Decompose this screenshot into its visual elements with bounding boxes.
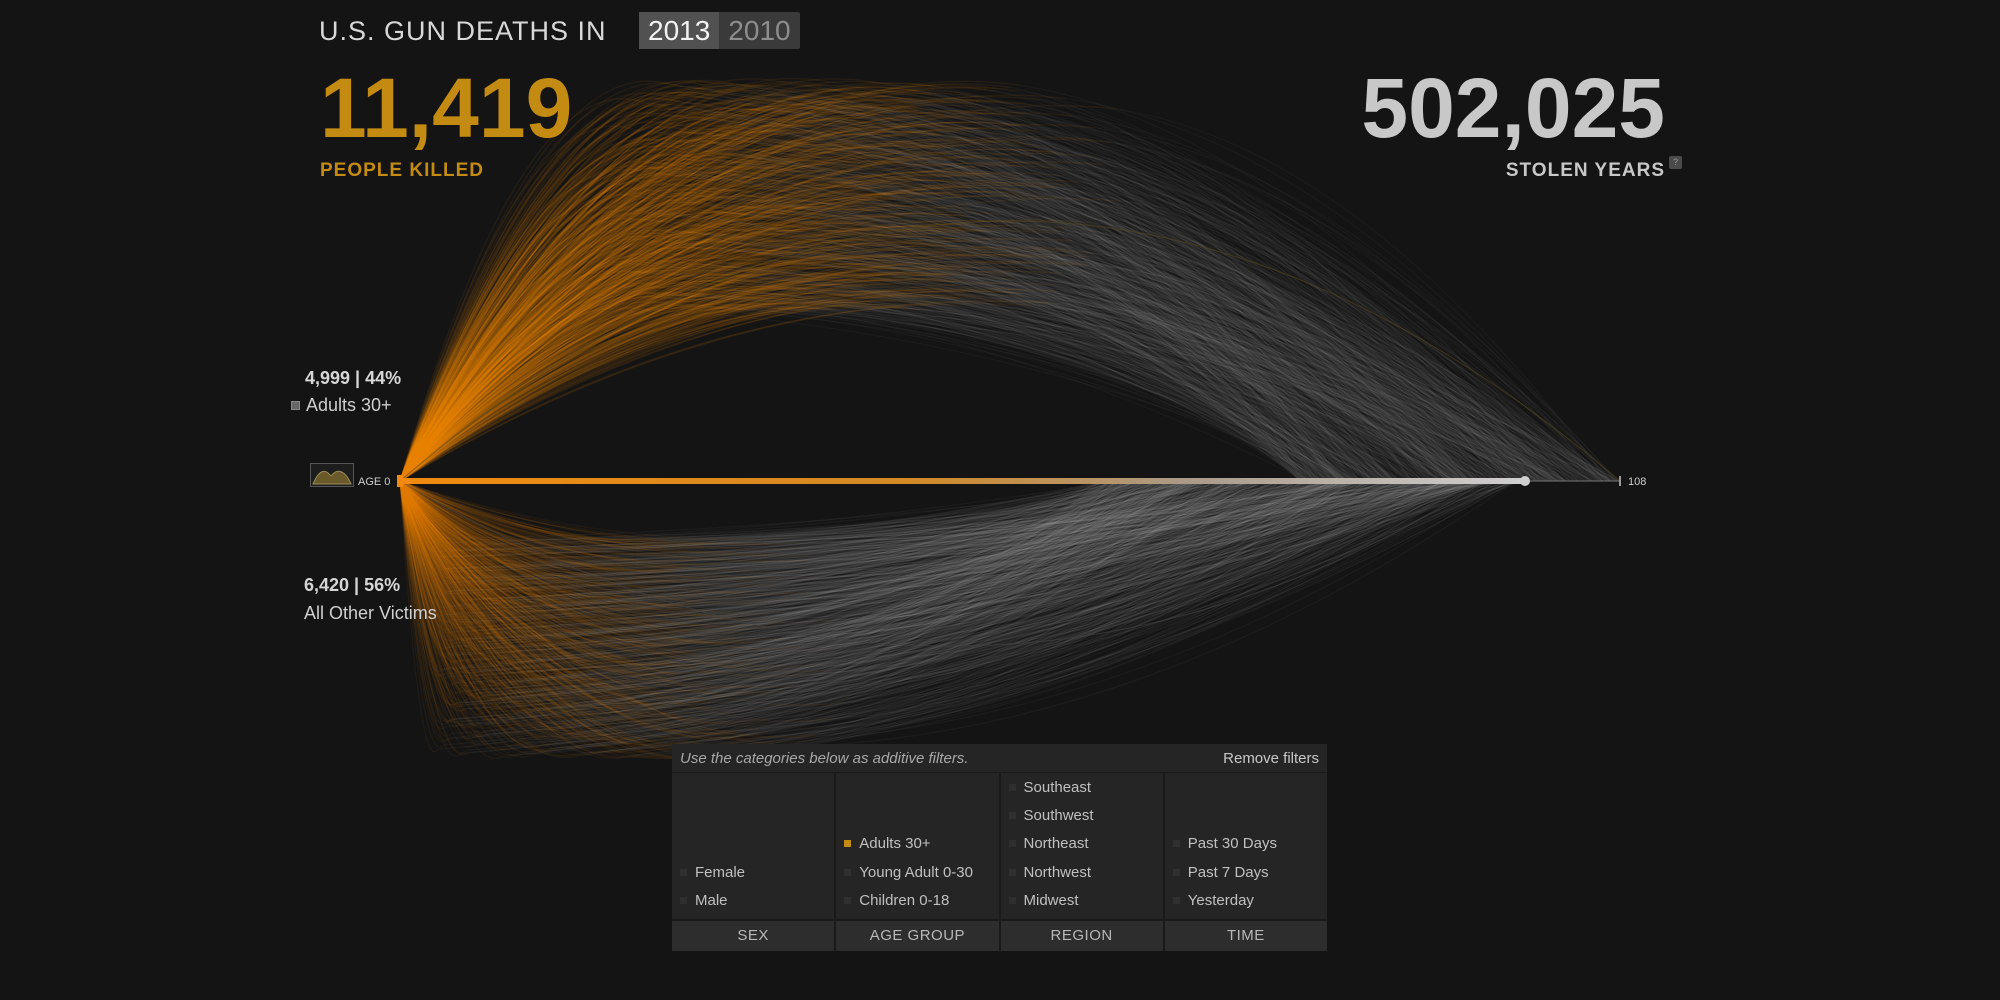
filter-option-adults-30-[interactable]: Adults 30+ [836, 830, 998, 859]
year-toggle: 2013 2010 [639, 12, 800, 49]
filter-checkbox-icon [1008, 868, 1016, 876]
remove-filters-button[interactable]: Remove filters [1223, 749, 1319, 767]
filter-column-header[interactable]: TIME [1164, 921, 1327, 951]
filter-option-northwest[interactable]: Northwest [1001, 858, 1163, 886]
stolen-years-count: 502,025 [1361, 61, 1665, 155]
title-row: U.S. GUN DEATHS IN [319, 12, 607, 50]
filter-checkbox-icon [680, 897, 687, 905]
filter-option-southeast[interactable]: Southeast [1001, 773, 1163, 801]
top-group-marker[interactable] [291, 401, 300, 410]
filter-column-header[interactable]: AGE GROUP [836, 921, 1001, 951]
people-killed-count: 11,419 [320, 61, 573, 155]
filter-panel: Use the categories below as additive fil… [672, 744, 1327, 951]
year-2013-button[interactable]: 2013 [639, 12, 720, 49]
filter-option-label: Past 30 Days [1187, 835, 1277, 853]
stolen-years-label: STOLEN YEARS [1505, 160, 1665, 181]
filter-option-label: Male [695, 892, 728, 910]
bottom-group-stat: 6,420 | 56% [304, 575, 401, 595]
filter-column-header[interactable]: REGION [1000, 921, 1165, 951]
filter-column-time: Past 30 Days Past 7 Days Yesterday [1165, 773, 1327, 919]
filter-checkbox-icon [1172, 897, 1180, 905]
filter-option-children-0-18[interactable]: Children 0-18 [836, 887, 998, 916]
filter-checkbox-icon [844, 868, 852, 876]
filter-option-female[interactable]: Female [672, 858, 834, 887]
bottom-group-name: All Other Victims [304, 603, 437, 623]
filter-option-label: Past 7 Days [1187, 863, 1269, 881]
filter-checkbox-icon [1008, 897, 1016, 905]
filter-option-label: Northwest [1023, 863, 1092, 881]
filter-columns: Female Male Adults 30+ Young Adult 0-30 Chil… [672, 773, 1327, 919]
filter-option-label: Young Adult 0-30 [859, 863, 973, 881]
filter-checkbox-icon [844, 897, 852, 905]
filter-checkbox-icon [1172, 840, 1180, 848]
filter-option-label: Yesterday [1187, 892, 1254, 910]
age-distribution-thumbnail[interactable] [310, 463, 354, 487]
filter-checkbox-icon [680, 868, 687, 876]
filter-option-label: Southeast [1023, 778, 1092, 796]
year-2010-button[interactable]: 2010 [728, 15, 791, 46]
axis-end-label: 108 [1628, 476, 1647, 488]
filter-checkbox-icon [1172, 868, 1180, 876]
filter-option-midwest[interactable]: Midwest [1001, 887, 1163, 915]
filter-option-label: Children 0-18 [859, 892, 950, 910]
age-axis [397, 475, 1621, 487]
top-group-name: Adults 30+ [306, 395, 392, 415]
filter-column-header[interactable]: SEX [672, 921, 837, 951]
arc-lines [399, 77, 1621, 760]
filter-option-southwest[interactable]: Southwest [1001, 801, 1163, 829]
age-distribution-icon [312, 470, 352, 485]
filter-option-label: Southwest [1023, 807, 1094, 825]
filter-option-label: Northeast [1023, 835, 1089, 853]
page-title: U.S. GUN DEATHS IN [319, 15, 607, 46]
filter-option-label: Adults 30+ [859, 835, 931, 853]
axis-start-label: AGE 0 [358, 476, 391, 488]
filter-checkbox-icon [844, 840, 852, 848]
filter-column-age-group: Adults 30+ Young Adult 0-30 Children 0-18 [836, 773, 1001, 919]
filter-option-past-30-days[interactable]: Past 30 Days [1165, 830, 1327, 859]
filter-option-young-adult-0-30[interactable]: Young Adult 0-30 [836, 858, 998, 887]
filter-checkbox-icon [1008, 812, 1016, 820]
filter-column-region: Southeast Southwest Northeast Northwest Midw… [1001, 773, 1165, 919]
top-group-stat: 4,999 | 44% [305, 368, 402, 388]
filter-option-male[interactable]: Male [672, 887, 834, 916]
help-icon[interactable]: ? [1669, 156, 1682, 169]
filter-header: Use the categories below as additive fil… [672, 744, 1327, 773]
filter-option-label: Female [695, 863, 746, 881]
filter-option-northeast[interactable]: Northeast [1001, 830, 1163, 858]
filter-option-past-7-days[interactable]: Past 7 Days [1165, 858, 1327, 887]
filter-hint: Use the categories below as additive fil… [680, 749, 969, 767]
filter-checkbox-icon [1008, 840, 1016, 848]
filter-column-headers: SEX AGE GROUP REGION TIME [672, 919, 1327, 951]
filter-column-sex: Female Male [672, 773, 837, 919]
filter-option-yesterday[interactable]: Yesterday [1165, 887, 1327, 916]
people-killed-label: PEOPLE KILLED [320, 160, 484, 181]
filter-option-label: Midwest [1023, 892, 1079, 910]
filter-checkbox-icon [1008, 783, 1016, 791]
